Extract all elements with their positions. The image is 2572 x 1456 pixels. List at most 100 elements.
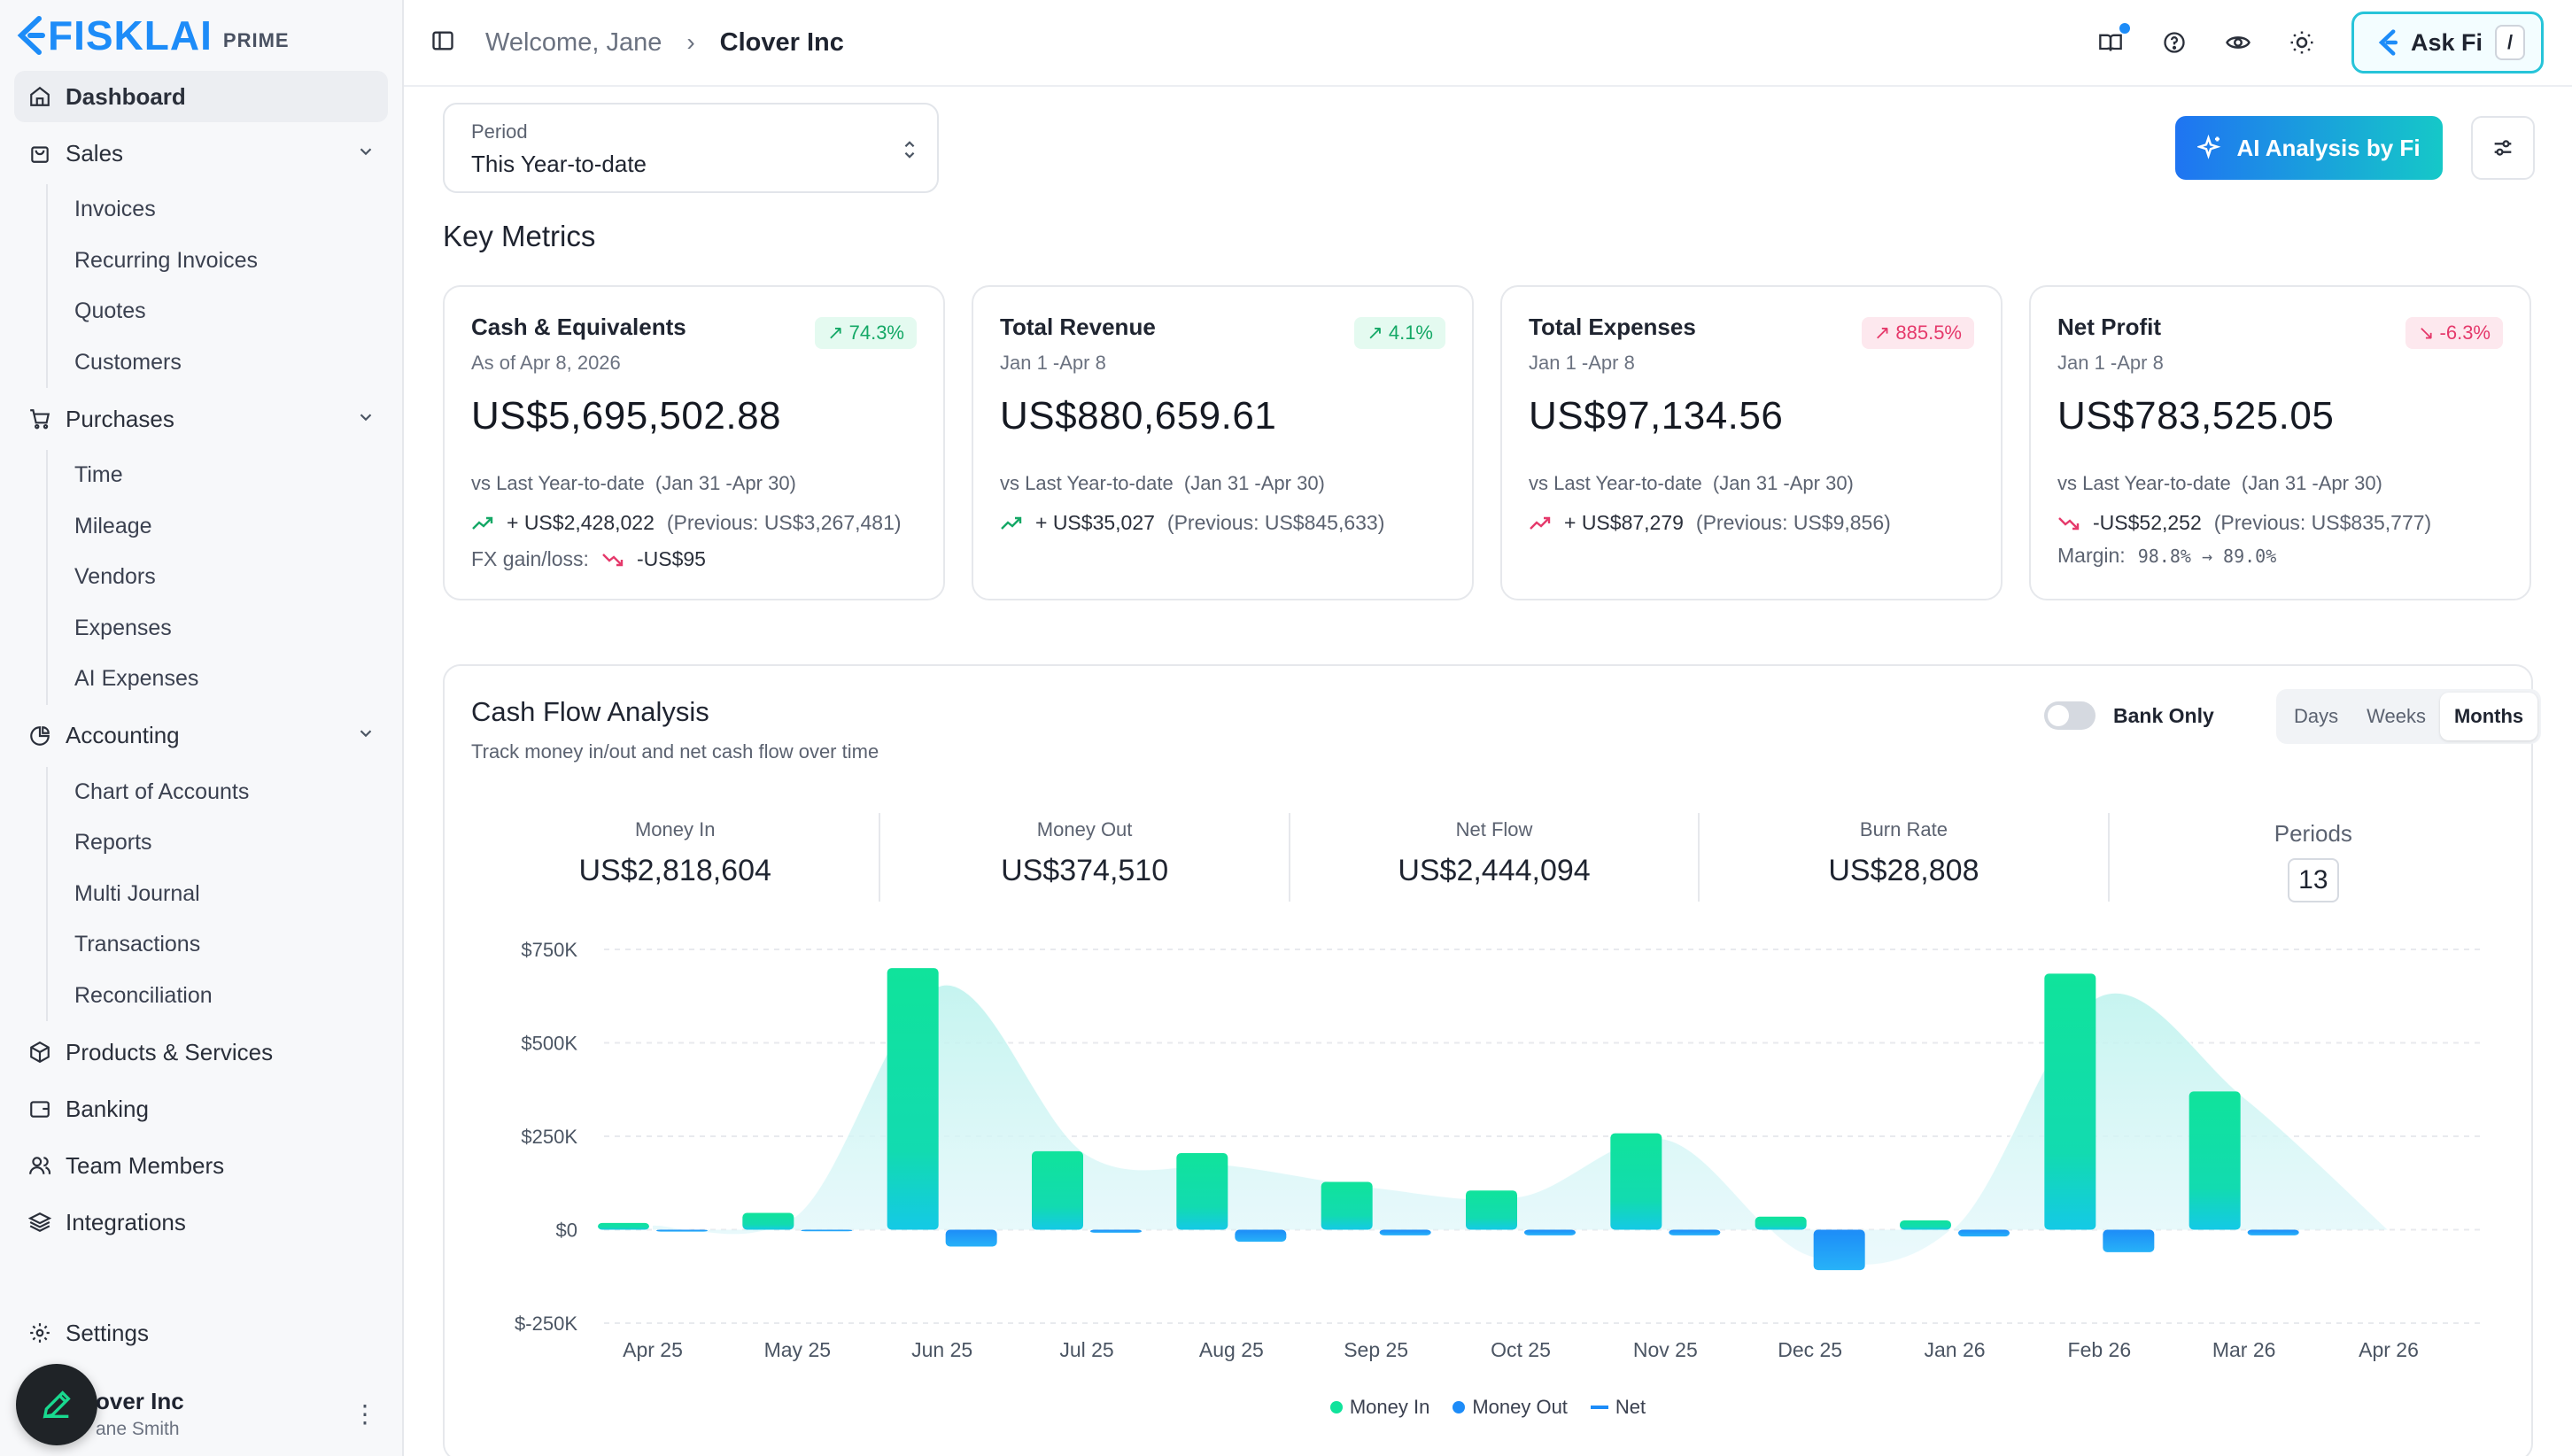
account-switcher[interactable]: over Inc ane Smith ⋮ — [14, 1378, 390, 1449]
sidebar-item-reconciliation[interactable]: Reconciliation — [74, 982, 213, 1008]
x-tick-label: Apr 26 — [2359, 1338, 2419, 1361]
sidebar-item-quotes[interactable]: Quotes — [74, 298, 146, 324]
previous-value: (Previous: US$3,267,481) — [666, 511, 902, 534]
accounting-submenu: Chart of Accounts Reports Multi Journal … — [46, 766, 388, 1021]
metric-card-net-profit[interactable]: Net Profit ↘ -6.3% Jan 1 -Apr 8 US$783,52… — [2029, 285, 2531, 600]
sparkles-icon — [2197, 135, 2221, 159]
sidebar-item-transactions[interactable]: Transactions — [74, 932, 201, 957]
sidebar-item-products-services[interactable]: Products & Services — [14, 1026, 388, 1078]
comparison-label: vs Last Year-to-date — [1000, 472, 1174, 494]
sidebar-item-integrations[interactable]: Integrations — [14, 1197, 388, 1248]
sidebar-item-vendors[interactable]: Vendors — [74, 564, 156, 590]
metric-card-cash[interactable]: Cash & Equivalents ↗ 74.3% As of Apr 8, 2… — [443, 285, 945, 600]
metric-value: US$783,525.05 — [2057, 394, 2335, 438]
help-icon[interactable] — [2160, 28, 2189, 57]
period-select[interactable]: Period This Year-to-date — [443, 103, 939, 193]
sidebar-item-label: Sales — [66, 139, 124, 167]
metric-title: Total Expenses — [1529, 314, 1696, 340]
sidebar-item-expenses[interactable]: Expenses — [74, 615, 172, 640]
bar-money-in — [2189, 1091, 2241, 1230]
sidebar-item-time[interactable]: Time — [74, 462, 123, 488]
sidebar-item-banking[interactable]: Banking — [14, 1083, 388, 1135]
book-icon[interactable] — [2096, 23, 2130, 57]
periods-count[interactable]: 13 — [2288, 858, 2339, 902]
edit-fab-button[interactable] — [16, 1364, 97, 1445]
filter-settings-button[interactable] — [2471, 116, 2535, 180]
trend-up-icon: ↗ — [1873, 321, 1891, 344]
sidebar-item-mileage[interactable]: Mileage — [74, 513, 152, 538]
sun-icon[interactable] — [2288, 28, 2316, 57]
sidebar-item-recurring-invoices[interactable]: Recurring Invoices — [74, 247, 259, 273]
range-weeks[interactable]: Weeks — [2367, 705, 2426, 727]
comparison-label: vs Last Year-to-date — [1529, 472, 1702, 494]
users-icon — [27, 1152, 53, 1179]
net-area — [653, 984, 2389, 1266]
chart-x-ticks: Apr 25 May 25 Jun 25 Jul 25 Aug 25 Sep 25 Oct … — [623, 1338, 2419, 1361]
breadcrumb-company[interactable]: Clover Inc — [719, 27, 844, 57]
bar-money-in — [1032, 1150, 1083, 1230]
chart-legend: Money In Money Out Net — [445, 1396, 2531, 1419]
main-content: Welcome, Jane › Clover Inc Ask Fi / Peri… — [404, 0, 2572, 1456]
fiskl-logo-icon — [17, 16, 45, 55]
metric-badge: ↗ 885.5% — [1861, 317, 1974, 349]
period-label: Period — [471, 120, 528, 143]
metric-comparison: vs Last Year-to-date (Jan 31 -Apr 30) — [1529, 472, 1974, 495]
metric-card-revenue[interactable]: Total Revenue ↗ 4.1% Jan 1 -Apr 8 US$880,… — [972, 285, 1474, 600]
eye-icon[interactable] — [2224, 28, 2252, 57]
sidebar-item-label: Settings — [66, 1319, 149, 1346]
y-tick-label: $-250K — [515, 1313, 577, 1335]
sidebar-item-settings[interactable]: Settings — [14, 1307, 390, 1359]
metric-value: US$97,134.56 — [1529, 394, 1784, 438]
more-vertical-icon[interactable]: ⋮ — [352, 1399, 377, 1428]
margin-value: 98.8% → 89.0% — [2137, 545, 2277, 567]
metric-title: Net Profit — [2057, 314, 2161, 340]
sidebar-item-reports[interactable]: Reports — [74, 830, 152, 856]
legend-net[interactable]: Net — [1590, 1396, 1646, 1419]
ai-analysis-button[interactable]: AI Analysis by Fi — [2175, 116, 2443, 180]
comparison-label: vs Last Year-to-date — [2057, 472, 2231, 494]
sidebar-item-ai-expenses[interactable]: AI Expenses — [74, 666, 199, 692]
sidebar-toggle-icon[interactable] — [430, 28, 455, 58]
ask-fi-label: Ask Fi — [2410, 28, 2483, 56]
range-months[interactable]: Months — [2439, 693, 2538, 740]
x-tick-label: Jul 25 — [1059, 1338, 1113, 1361]
brand[interactable]: FISKLAI PRIME — [0, 0, 402, 71]
bar-money-in — [2044, 973, 2096, 1230]
sidebar-item-chart-of-accounts[interactable]: Chart of Accounts — [74, 778, 250, 804]
top-actions: Ask Fi / — [2096, 12, 2544, 74]
sidebar-item-multi-journal[interactable]: Multi Journal — [74, 880, 200, 906]
ask-fi-button[interactable]: Ask Fi / — [2351, 12, 2544, 74]
chart-y-ticks: $-250K $0 $250K $500K $750K — [515, 939, 577, 1335]
trend-up-icon: ↗ — [827, 321, 844, 344]
key-metrics: Cash & Equivalents ↗ 74.3% As of Apr 8, 2… — [443, 285, 2531, 600]
x-tick-label: Aug 25 — [1199, 1338, 1264, 1361]
bar-money-in — [1321, 1181, 1373, 1230]
sidebar-item-accounting[interactable]: Accounting — [14, 710, 388, 762]
bar-money-in — [887, 968, 939, 1230]
legend-swatch — [1453, 1401, 1466, 1413]
fx-gain-loss: FX gain/loss: -US$95 — [471, 547, 917, 571]
sidebar-item-purchases[interactable]: Purchases — [14, 393, 388, 445]
stat-periods: Periods 13 — [2110, 813, 2517, 902]
sliders-icon — [2494, 140, 2512, 156]
metric-card-expenses[interactable]: Total Expenses ↗ 885.5% Jan 1 -Apr 8 US$9… — [1500, 285, 2003, 600]
sidebar-item-sales[interactable]: Sales — [14, 128, 388, 179]
sidebar-item-team-members[interactable]: Team Members — [14, 1140, 388, 1191]
sidebar-item-customers[interactable]: Customers — [74, 349, 182, 375]
legend-swatch — [1590, 1406, 1608, 1409]
cash-flow-subtitle: Track money in/out and net cash flow ove… — [471, 740, 879, 763]
legend-money-in[interactable]: Money In — [1329, 1396, 1429, 1419]
x-tick-label: Apr 25 — [623, 1338, 683, 1361]
sidebar-item-label: Accounting — [66, 722, 180, 748]
bank-only-toggle[interactable] — [2044, 701, 2096, 730]
range-days[interactable]: Days — [2294, 705, 2339, 727]
previous-value: (Previous: US$845,633) — [1166, 511, 1385, 534]
account-info: over Inc ane Smith — [96, 1388, 184, 1440]
sidebar-item-invoices[interactable]: Invoices — [74, 197, 156, 222]
metric-badge: ↗ 74.3% — [815, 317, 917, 349]
trend-up-icon — [472, 516, 493, 530]
stat-label: Burn Rate — [1859, 818, 1948, 840]
sidebar-item-dashboard[interactable]: Dashboard — [14, 71, 388, 122]
bar-money-out — [2247, 1229, 2299, 1235]
legend-money-out[interactable]: Money Out — [1453, 1396, 1568, 1419]
